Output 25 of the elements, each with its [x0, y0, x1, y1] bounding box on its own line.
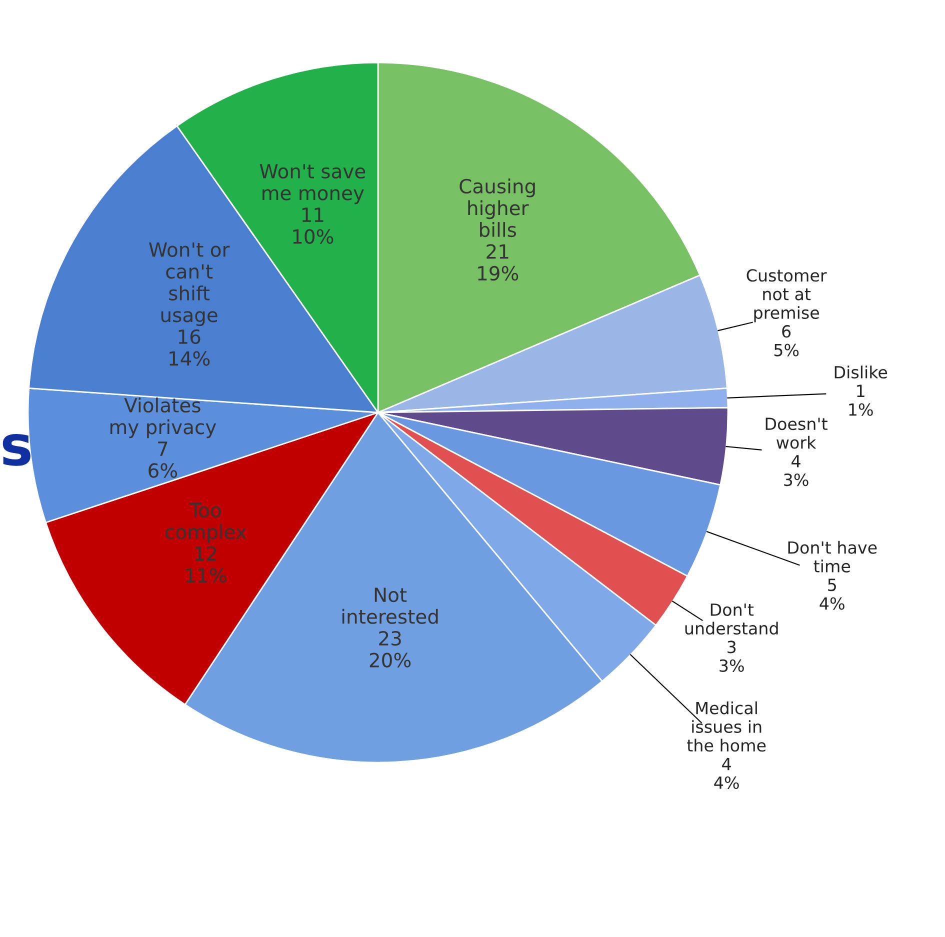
data-label: 4 3%	[784, 455, 808, 486]
slice-label: Won't save me money	[260, 164, 366, 204]
slice-label: Causing higher bills	[460, 178, 535, 238]
slice-label: Won't or can't shift usage	[149, 242, 230, 326]
data-label: 21 19%	[478, 244, 518, 281]
data-label: 16 14%	[170, 329, 210, 366]
data-label: 5 4%	[820, 578, 844, 610]
data-label: 7 6%	[148, 442, 178, 478]
data-label: 1 1%	[849, 384, 873, 416]
slice-label: Dislike	[834, 366, 888, 379]
data-label: 11 10%	[293, 208, 334, 244]
data-label: 3 3%	[720, 640, 744, 672]
data-label: 4 4%	[714, 758, 739, 789]
slice-label: Medical issues in the home	[687, 701, 766, 752]
slice-label: Not interested	[342, 588, 438, 624]
slice-label: Violates my privacy	[110, 398, 216, 438]
slice-label: Too complex	[166, 502, 246, 543]
slice-label: Don't have time	[788, 540, 877, 572]
slice-label: Customer not at premise	[746, 269, 827, 322]
slice-label: Don't understand	[685, 604, 778, 635]
data-label: 23 20%	[370, 630, 411, 668]
data-label: 6 5%	[774, 325, 799, 356]
text: s	[2, 434, 30, 466]
data-label: 12 11%	[186, 546, 226, 583]
slice-label: Doesn't work	[766, 418, 828, 449]
